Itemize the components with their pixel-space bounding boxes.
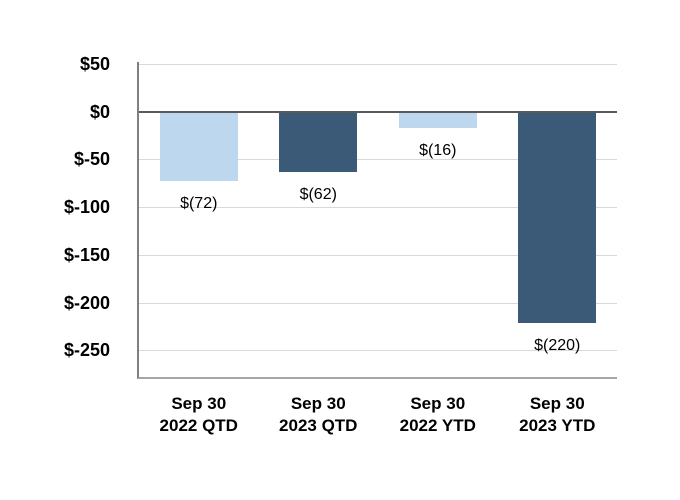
y-axis-tick-label: $50 (79, 53, 110, 74)
bar-data-label: $(62) (299, 185, 337, 203)
bar (398, 112, 477, 128)
y-axis-tick-label: $-150 (63, 244, 110, 265)
y-axis-tick-label: $-100 (63, 197, 110, 218)
x-axis-category-line1: Sep 30 (410, 394, 466, 413)
y-axis-tick-label: $-250 (63, 340, 110, 361)
x-axis-category-line2: 2022 YTD (399, 416, 476, 435)
gridline (139, 303, 617, 304)
y-axis-tick-label: $0 (89, 101, 110, 122)
x-axis-category-line1: Sep 30 (529, 394, 585, 413)
x-axis-category-label: Sep 30 2023 QTD (256, 393, 380, 437)
x-axis-category-line2: 2023 YTD (519, 416, 596, 435)
plot-area (137, 62, 617, 379)
x-axis-category-line1: Sep 30 (171, 394, 227, 413)
x-axis-category-label: Sep 30 2022 QTD (137, 393, 261, 437)
bar-data-label: $(220) (534, 336, 581, 354)
bar (159, 112, 238, 182)
bar-data-label: $(72) (180, 195, 218, 213)
gridline (139, 159, 617, 160)
gridline (139, 255, 617, 256)
x-axis-category-label: Sep 30 2023 YTD (495, 393, 619, 437)
zero-axis-line (139, 110, 617, 113)
bar-data-label: $(16) (419, 141, 457, 159)
y-axis-tick-label: $-200 (63, 292, 110, 313)
bar (279, 112, 358, 172)
gridline (139, 64, 617, 65)
gridline (139, 207, 617, 208)
x-axis-category-line1: Sep 30 (290, 394, 346, 413)
y-axis-tick-label: $-50 (73, 149, 110, 170)
x-axis-category-line2: 2023 QTD (279, 416, 358, 435)
x-axis-category-label: Sep 30 2022 YTD (376, 393, 500, 437)
x-axis-category-line2: 2022 QTD (159, 416, 238, 435)
bar (518, 112, 597, 323)
gridline (139, 350, 617, 351)
